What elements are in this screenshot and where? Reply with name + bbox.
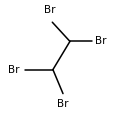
Text: Br: Br xyxy=(57,99,69,109)
Text: Br: Br xyxy=(8,65,20,75)
Text: Br: Br xyxy=(95,36,107,46)
Text: Br: Br xyxy=(44,5,56,15)
